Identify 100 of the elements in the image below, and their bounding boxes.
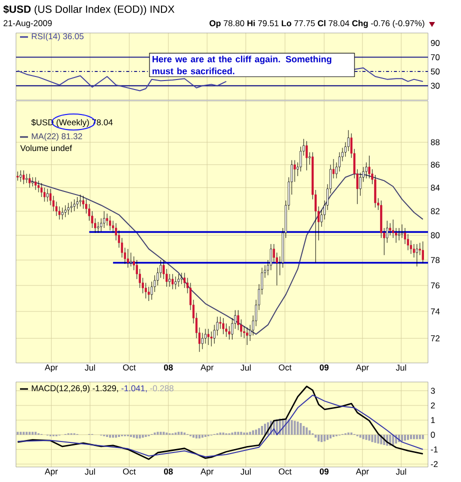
bar: [255, 430, 258, 435]
chart-title: $USD (US Dollar Index (EOD)) INDX: [3, 5, 174, 15]
x-tick-label: Apr: [44, 364, 58, 372]
candlestick: [126, 248, 129, 268]
candlestick: [73, 199, 76, 212]
x-tick-label: Jul: [84, 468, 95, 475]
text: -1.041,: [121, 385, 147, 392]
bar: [365, 434, 368, 440]
bar: [112, 434, 114, 438]
bar: [412, 434, 415, 440]
bar: [318, 434, 320, 442]
candlestick: [308, 152, 311, 165]
candlestick: [20, 170, 22, 182]
bar: [404, 434, 406, 441]
x-tick-label: Apr: [356, 364, 369, 372]
y-tick-label: 90: [430, 40, 440, 46]
x-tick-label: Oct: [278, 468, 292, 474]
x-tick-label: 09: [320, 468, 329, 474]
bar: [300, 423, 302, 435]
bar: [138, 434, 141, 438]
candlestick: [26, 174, 28, 184]
candlestick: [43, 187, 46, 202]
text: Op 78.80 Hi 79.51 Lo 77.75 Cl 78.04 Chg -0.76 (-0.97%): [210, 20, 424, 28]
bar: [142, 434, 144, 438]
bar: [406, 434, 409, 440]
line-series: [17, 394, 424, 458]
y-tick-label: 72: [430, 335, 440, 342]
candlestick: [38, 180, 40, 193]
candlestick: [168, 274, 171, 288]
y-tick-label: 74: [430, 308, 440, 314]
bar: [296, 422, 299, 435]
y-tick-label: -2: [430, 461, 438, 468]
candlestick: [228, 326, 230, 340]
bar: [258, 428, 260, 435]
bar: [195, 434, 198, 438]
candlestick: [61, 207, 64, 220]
candlestick: [40, 182, 43, 198]
bar: [302, 426, 305, 435]
x-tick-label: Jul: [396, 468, 406, 475]
bar: [359, 434, 362, 438]
y-tick-label: 2: [430, 402, 435, 408]
bar: [261, 426, 264, 435]
bar: [377, 434, 380, 444]
x-tick-label: Apr: [200, 468, 214, 476]
candlestick: [16, 171, 19, 181]
candlestick: [34, 176, 37, 190]
candlestick: [46, 188, 49, 202]
candlestick: [79, 194, 82, 207]
candlestick: [201, 332, 204, 350]
bar: [374, 434, 376, 443]
candlestick: [207, 328, 210, 346]
bar: [401, 434, 404, 442]
bar: [109, 434, 112, 438]
bar: [314, 434, 317, 438]
candlestick: [306, 140, 308, 171]
y-tick-label: -1: [430, 446, 438, 452]
x-tick-label: Oct: [123, 468, 136, 474]
text: -0.288: [150, 385, 174, 392]
candlestick: [389, 222, 392, 236]
y-tick-label: 1: [431, 417, 435, 424]
y-tick-label: 3: [430, 388, 435, 394]
y-tick-label: 82: [430, 208, 440, 214]
x-tick-label: Oct: [123, 364, 136, 370]
candlestick: [398, 228, 400, 241]
x-tick-label: Oct: [278, 364, 292, 370]
candlestick: [22, 170, 25, 184]
bar: [410, 434, 412, 440]
candlestick: [148, 286, 150, 302]
bar: [198, 434, 200, 438]
candlestick: [67, 202, 70, 216]
candlestick: [422, 241, 424, 264]
annotation: Here we are at the cliff again. Something must be sacrificed.: [152, 56, 332, 74]
x-tick-label: Jul: [84, 364, 95, 371]
x-tick-label: Jul: [396, 364, 406, 371]
bar: [252, 430, 254, 435]
candlestick: [174, 276, 177, 290]
bar: [371, 434, 374, 442]
candlestick: [28, 174, 31, 188]
candlestick: [210, 331, 212, 347]
candlestick: [97, 222, 100, 234]
y-tick-label: 50: [430, 68, 440, 74]
bar: [115, 434, 118, 438]
candlestick: [294, 160, 296, 182]
candlestick: [416, 244, 418, 267]
x-tick-label: 08: [164, 364, 173, 370]
y-tick-label: 30: [430, 82, 440, 89]
bar: [192, 434, 194, 438]
bar: [418, 434, 421, 440]
candlestick: [70, 201, 72, 213]
legend-label: RSI(14) 36.05: [32, 33, 84, 41]
bar: [308, 430, 311, 435]
candlestick: [178, 274, 180, 288]
bar: [136, 434, 138, 438]
bar: [290, 420, 293, 435]
y-tick-label: 70: [430, 54, 440, 60]
bar: [201, 434, 204, 438]
x-tick-label: 09: [320, 364, 329, 370]
bar: [362, 434, 364, 440]
chart-subtitle: 21-Aug-2009: [4, 20, 52, 28]
x-tick-label: Jul: [240, 364, 251, 371]
